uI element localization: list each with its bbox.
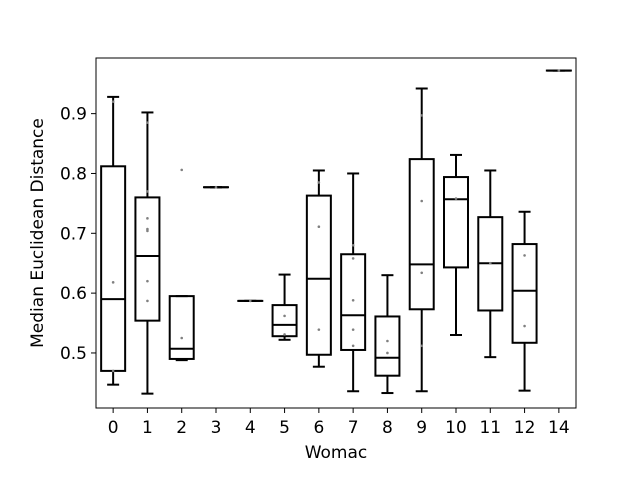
- plot-area: [96, 58, 576, 408]
- data-point: [180, 168, 184, 172]
- box-group-0: [100, 95, 127, 386]
- data-point: [523, 324, 526, 328]
- data-point: [351, 257, 355, 260]
- data-point: [146, 121, 149, 124]
- chart-axes: 0.50.60.70.80.90 1 2 3 4 5 6 7 8 9 10 11 12 14: [60, 105, 570, 438]
- box-iqr: [168, 295, 195, 360]
- data-point: [146, 279, 149, 283]
- box-iqr: [305, 194, 332, 356]
- box-iqr: [511, 243, 538, 344]
- box-iqr: [134, 196, 161, 322]
- data-point: [283, 314, 286, 318]
- data-point: [146, 299, 149, 303]
- data-point: [146, 229, 149, 233]
- y-tick-label: 0.9: [60, 105, 87, 125]
- box-group-5: [271, 273, 298, 341]
- box-group-12: [511, 210, 538, 392]
- x-tick-label: 8: [382, 418, 393, 438]
- data-point: [351, 344, 355, 348]
- data-point: [146, 217, 149, 220]
- x-tick-label: 6: [313, 418, 324, 438]
- x-tick-label: 2: [176, 418, 187, 438]
- x-tick-label: 9: [416, 418, 427, 438]
- data-point: [386, 339, 389, 343]
- data-point: [351, 299, 355, 302]
- data-point: [351, 328, 355, 331]
- box-group-2: [168, 168, 195, 362]
- data-point: [420, 199, 424, 203]
- x-tick-label: 12: [514, 418, 536, 438]
- box-group-11: [477, 169, 504, 359]
- box-group-3: [203, 185, 229, 189]
- y-tick-label: 0.8: [60, 164, 87, 184]
- x-tick-label: 4: [245, 418, 256, 438]
- data-point: [111, 281, 115, 284]
- data-point: [146, 190, 149, 193]
- y-tick-label: 0.5: [60, 344, 87, 364]
- box-group-9: [408, 87, 435, 393]
- x-tick-label: 11: [479, 418, 501, 438]
- data-point: [111, 100, 115, 103]
- x-axis-label: Womac: [305, 443, 368, 463]
- x-tick-label: 3: [211, 418, 222, 438]
- data-point: [351, 243, 355, 247]
- box-iqr: [408, 158, 435, 311]
- data-point: [557, 69, 561, 72]
- data-point: [420, 114, 424, 117]
- x-tick-label: 14: [548, 418, 570, 438]
- box-iqr: [374, 315, 401, 377]
- y-tick-label: 0.7: [60, 224, 87, 244]
- data-point: [317, 328, 321, 331]
- data-point: [420, 344, 424, 348]
- plot-frame: [95, 57, 577, 409]
- data-point: [283, 333, 286, 336]
- y-axis-label: Median Euclidean Distance: [28, 118, 48, 348]
- box-group-7: [340, 172, 367, 393]
- data-point: [386, 351, 389, 355]
- box-group-4: [237, 299, 264, 303]
- data-point: [420, 271, 424, 275]
- x-tick-label: 0: [108, 418, 119, 438]
- box-group-8: [374, 274, 401, 395]
- data-point: [454, 197, 458, 200]
- x-tick-label: 1: [142, 418, 153, 438]
- x-tick-label: 10: [445, 418, 467, 438]
- data-point: [214, 185, 218, 189]
- box-group-10: [443, 153, 469, 337]
- data-point: [317, 181, 321, 184]
- box-group-14: [545, 69, 572, 72]
- box-group-1: [134, 111, 161, 395]
- data-point: [488, 261, 492, 265]
- data-point: [180, 336, 184, 340]
- box-iqr: [271, 304, 298, 338]
- data-point: [248, 299, 252, 303]
- data-point: [523, 254, 526, 257]
- x-tick-label: 7: [348, 418, 359, 438]
- box-iqr: [340, 253, 367, 351]
- x-tick-label: 5: [279, 418, 290, 438]
- box-iqr: [443, 176, 469, 269]
- chart-marks: [100, 69, 572, 395]
- data-point: [111, 369, 115, 373]
- data-point: [146, 227, 149, 231]
- y-tick-label: 0.6: [60, 284, 87, 304]
- data-point: [317, 225, 321, 229]
- box-group-6: [305, 169, 332, 368]
